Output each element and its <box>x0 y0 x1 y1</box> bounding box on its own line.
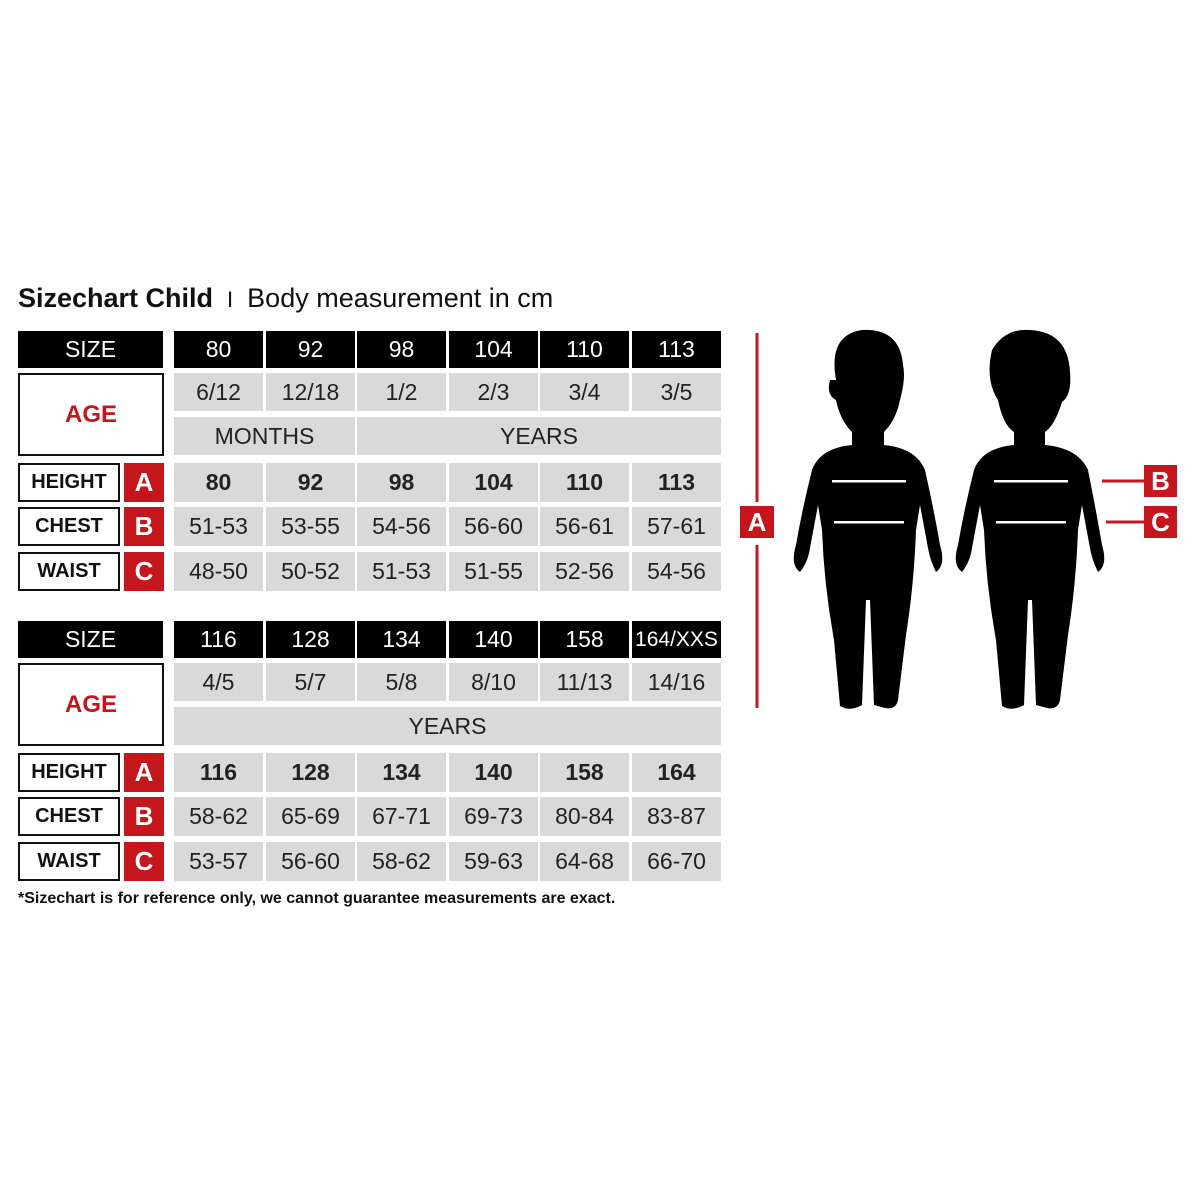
waist-cell: 58-62 <box>357 842 446 881</box>
age-cell: 14/16 <box>632 663 721 701</box>
chest-cell: 53-55 <box>266 507 355 546</box>
height-marker: A <box>124 753 164 792</box>
size-cell: 98 <box>357 331 446 368</box>
size-label: SIZE <box>18 621 163 658</box>
chest-cell: 65-69 <box>266 797 355 836</box>
waist-cell: 51-53 <box>357 552 446 591</box>
height-cell: 104 <box>449 463 538 502</box>
marker-b: B <box>1144 465 1177 497</box>
waist-label: WAIST <box>18 552 120 591</box>
height-label: HEIGHT <box>18 463 120 502</box>
height-cell: 98 <box>357 463 446 502</box>
chest-label: CHEST <box>18 797 120 836</box>
girl-silhouette <box>955 329 1105 709</box>
height-cell: 80 <box>174 463 263 502</box>
size-label: SIZE <box>18 331 163 368</box>
age-label: AGE <box>18 373 164 456</box>
height-cell: 140 <box>449 753 538 792</box>
age-cell: 5/8 <box>357 663 446 701</box>
height-cell: 116 <box>174 753 263 792</box>
title-subtitle: Body measurement in cm <box>247 283 554 313</box>
chest-cell: 67-71 <box>357 797 446 836</box>
size-cell: 134 <box>357 621 446 658</box>
waist-cell: 59-63 <box>449 842 538 881</box>
chest-marker: B <box>124 797 164 836</box>
size-cell: 164/XXS <box>632 621 721 658</box>
size-cell: 104 <box>449 331 538 368</box>
age-label: AGE <box>18 663 164 746</box>
marker-a: A <box>740 506 774 538</box>
height-cell: 113 <box>632 463 721 502</box>
age-cell: 6/12 <box>174 373 263 411</box>
marker-c: C <box>1144 506 1177 538</box>
waist-cell: 48-50 <box>174 552 263 591</box>
age-unit-cell: YEARS <box>174 707 721 745</box>
size-cell: 110 <box>540 331 629 368</box>
chest-cell: 56-60 <box>449 507 538 546</box>
size-cell: 80 <box>174 331 263 368</box>
height-cell: 110 <box>540 463 629 502</box>
height-line <box>755 333 1144 708</box>
height-cell: 128 <box>266 753 355 792</box>
waist-cell: 50-52 <box>266 552 355 591</box>
waist-cell: 64-68 <box>540 842 629 881</box>
height-cell: 164 <box>632 753 721 792</box>
boy-silhouette <box>793 329 943 709</box>
height-cell: 158 <box>540 753 629 792</box>
height-label: HEIGHT <box>18 753 120 792</box>
waist-label: WAIST <box>18 842 120 881</box>
age-cell: 12/18 <box>266 373 355 411</box>
chest-marker: B <box>124 507 164 546</box>
chest-cell: 58-62 <box>174 797 263 836</box>
size-cell: 116 <box>174 621 263 658</box>
waist-cell: 52-56 <box>540 552 629 591</box>
height-marker: A <box>124 463 164 502</box>
waist-marker: C <box>124 552 164 591</box>
chest-cell: 51-53 <box>174 507 263 546</box>
waist-marker: C <box>124 842 164 881</box>
waist-cell: 54-56 <box>632 552 721 591</box>
title-main: Sizechart Child <box>18 283 214 313</box>
size-cell: 128 <box>266 621 355 658</box>
waist-cell: 66-70 <box>632 842 721 881</box>
height-cell: 134 <box>357 753 446 792</box>
page-title: Sizechart Child I Body measurement in cm <box>18 283 553 314</box>
age-cell: 11/13 <box>540 663 629 701</box>
title-separator: I <box>227 287 234 312</box>
chest-cell: 57-61 <box>632 507 721 546</box>
size-cell: 158 <box>540 621 629 658</box>
chest-cell: 80-84 <box>540 797 629 836</box>
waist-cell: 53-57 <box>174 842 263 881</box>
age-cell: 8/10 <box>449 663 538 701</box>
chest-label: CHEST <box>18 507 120 546</box>
age-cell: 3/5 <box>632 373 721 411</box>
size-cell: 92 <box>266 331 355 368</box>
age-cell: 3/4 <box>540 373 629 411</box>
age-unit-cell: YEARS <box>357 417 721 455</box>
age-unit-cell: MONTHS <box>174 417 355 455</box>
size-cell: 113 <box>632 331 721 368</box>
chest-cell: 56-61 <box>540 507 629 546</box>
chest-cell: 54-56 <box>357 507 446 546</box>
footnote: *Sizechart is for reference only, we can… <box>18 890 616 907</box>
chest-cell: 69-73 <box>449 797 538 836</box>
age-cell: 2/3 <box>449 373 538 411</box>
waist-cell: 51-55 <box>449 552 538 591</box>
age-cell: 4/5 <box>174 663 263 701</box>
age-cell: 1/2 <box>357 373 446 411</box>
size-cell: 140 <box>449 621 538 658</box>
waist-cell: 56-60 <box>266 842 355 881</box>
height-cell: 92 <box>266 463 355 502</box>
chest-cell: 83-87 <box>632 797 721 836</box>
age-cell: 5/7 <box>266 663 355 701</box>
